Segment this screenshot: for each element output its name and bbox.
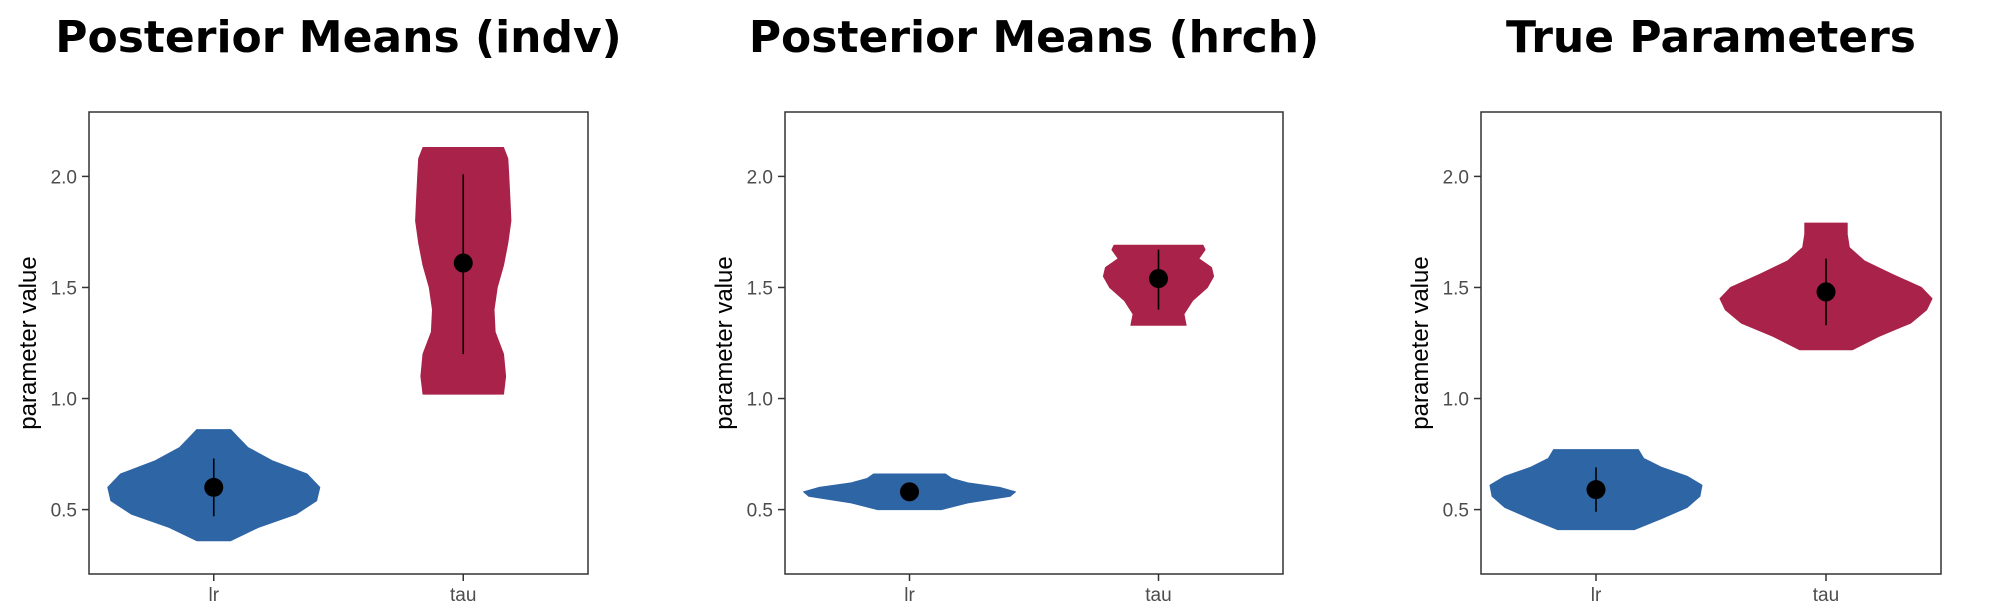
chart-title: Posterior Means (hrch): [749, 12, 1319, 63]
x-tick-label-lr: lr: [904, 585, 915, 606]
x-tick-label-tau: tau: [1145, 585, 1171, 606]
y-tick-label: 2.0: [747, 167, 773, 188]
chart-panel-2: Posterior Means (hrch) parameter value 0.5…: [711, 12, 1319, 606]
x-tick-label-tau: tau: [1813, 585, 1839, 606]
y-tick-label: 1.5: [1443, 278, 1469, 299]
panel-frame: [88, 111, 589, 575]
mean-point-tau: [453, 253, 473, 273]
mean-point-lr: [204, 477, 224, 497]
y-tick-label: 0.5: [747, 501, 773, 522]
y-tick-label: 2.0: [51, 167, 77, 188]
y-tick-label: 1.5: [747, 278, 773, 299]
mean-point-lr: [900, 482, 919, 502]
x-tick-label-lr: lr: [1591, 585, 1602, 606]
mean-point-lr: [1586, 480, 1606, 500]
y-tick-label: 0.5: [51, 501, 77, 522]
chart-title: True Parameters: [1506, 12, 1916, 63]
mean-point-tau: [1149, 269, 1168, 289]
y-axis-label: parameter value: [1407, 256, 1434, 429]
chart-panel-3: True Parameters parameter value 0.5 1.0 1.5 2…: [1407, 12, 1942, 606]
y-tick-label: 1.5: [51, 278, 77, 299]
y-tick-label: 1.0: [1443, 390, 1469, 411]
x-tick-label-tau: tau: [450, 585, 476, 606]
y-tick-label: 1.0: [51, 390, 77, 411]
y-axis-label: parameter value: [15, 256, 42, 429]
y-tick-label: 1.0: [747, 390, 773, 411]
y-tick-label: 0.5: [1443, 501, 1469, 522]
panel-frame: [784, 111, 1284, 575]
panel-frame: [1480, 111, 1942, 575]
chart-panel-1: Posterior Means (indv) parameter value 0.5…: [15, 12, 622, 606]
y-tick-label: 2.0: [1443, 167, 1469, 188]
x-tick-label-lr: lr: [208, 585, 219, 606]
chart-title: Posterior Means (indv): [55, 12, 622, 63]
mean-point-tau: [1816, 282, 1836, 302]
y-axis-label: parameter value: [711, 256, 738, 429]
